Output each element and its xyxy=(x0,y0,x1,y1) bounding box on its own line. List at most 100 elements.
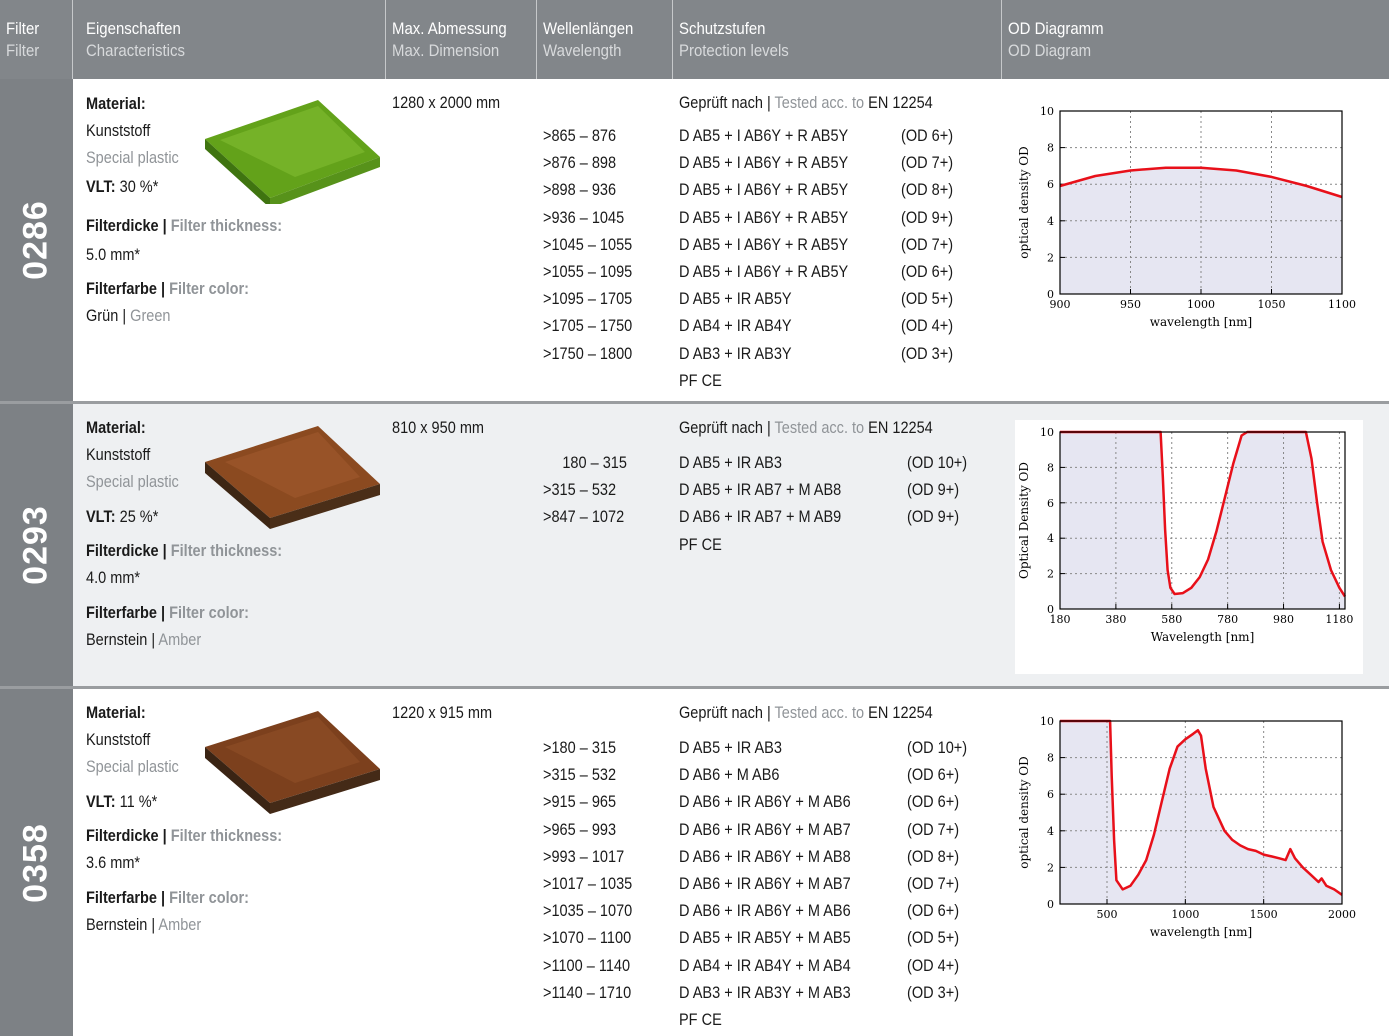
list-item: D AB5 + IR AB3 xyxy=(679,454,782,472)
list-item: (OD 5+) xyxy=(901,290,954,309)
color-label: Filterfarbe | Filter color: xyxy=(86,889,250,907)
chart-tick-label: 1000 xyxy=(1187,298,1215,311)
tested-line: Geprüft nach | Tested acc. to EN 12254 xyxy=(679,94,933,112)
filter-id-cell: 0286 xyxy=(0,79,73,401)
list-item: D AB5 + I AB6Y + R AB5Y xyxy=(679,181,849,200)
od-chart-svg: 0 2 4 6 8 10 500 1000 1500 2000 wavelength [nm] opt… xyxy=(1017,715,1356,939)
row-divider xyxy=(0,686,1389,689)
header-wavelength-de: Wellenlängen xyxy=(543,19,634,38)
filter-id-cell: 0358 xyxy=(0,689,73,1036)
vlt-line: VLT: 25 %* xyxy=(86,508,159,526)
list-item: D AB5 + I AB6Y + R AB5Y xyxy=(679,235,849,254)
protection-list: D AB5 + IR AB3 D AB5 + IR AB7 + M AB8 D … xyxy=(679,450,841,559)
header-protection-en: Protection levels xyxy=(679,41,789,60)
chart-tick-label: 2 xyxy=(1047,861,1054,874)
chart-tick-label: 2 xyxy=(1047,251,1054,264)
header-dimension-en: Max. Dimension xyxy=(392,41,500,60)
list-item: D AB3 + IR AB3Y + M AB3 xyxy=(679,983,851,1002)
chart-tick-label: 10 xyxy=(1040,426,1054,439)
list-item: (OD 4+) xyxy=(907,956,960,975)
certification: PF CE xyxy=(679,1010,722,1029)
od-chart-0358: 0 2 4 6 8 10 500 1000 1500 2000 wavelength [nm] opt… xyxy=(1015,709,1360,969)
thickness-label: Filterdicke | Filter thickness: xyxy=(86,827,283,845)
chart-ylabel: optical density OD xyxy=(1017,146,1031,258)
thickness-value: 4.0 mm* xyxy=(86,569,141,587)
list-item: >1095 – 1705 xyxy=(543,290,633,309)
list-item: D AB6 + IR AB7 + M AB9 xyxy=(679,508,842,527)
chart-tick-label: 380 xyxy=(1105,613,1126,626)
chart-tick-label: 8 xyxy=(1047,461,1054,474)
list-item: D AB6 + IR AB6Y + M AB6 xyxy=(679,902,851,921)
list-item: >315 – 532 xyxy=(543,481,617,500)
chart-tick-label: 580 xyxy=(1161,613,1182,626)
list-item: D AB6 + M AB6 xyxy=(679,766,780,785)
chart-tick-label: 10 xyxy=(1040,105,1054,118)
list-item: >1045 – 1055 xyxy=(543,235,633,254)
od-list: (OD 10+) (OD 9+) (OD 9+) xyxy=(907,450,967,532)
list-item: (OD 3+) xyxy=(907,983,960,1002)
color-value: Bernstein | Amber xyxy=(86,916,202,934)
od-list: (OD 10+) (OD 6+) (OD 6+) (OD 7+) (OD 8+)… xyxy=(907,735,967,1007)
chart-tick-label: 2000 xyxy=(1328,908,1356,921)
filter-id-cell: 0293 xyxy=(0,404,73,686)
od-chart-svg: 0 2 4 6 8 10 900 950 1000 1050 1100 wavelength [nm]… xyxy=(1017,105,1356,329)
dimension-value: 810 x 950 mm xyxy=(392,419,485,437)
color-label: Filterfarbe | Filter color: xyxy=(86,604,250,622)
color-label: Filterfarbe | Filter color: xyxy=(86,280,250,298)
list-item: >1035 – 1070 xyxy=(543,902,633,921)
header-characteristics-en: Characteristics xyxy=(86,41,185,60)
list-item: >993 – 1017 xyxy=(543,847,625,866)
list-item: (OD 9+) xyxy=(907,508,960,527)
chart-frame xyxy=(1059,431,1346,610)
chart-tick-label: 8 xyxy=(1047,142,1054,155)
header-characteristics: Eigenschaften Characteristics xyxy=(73,0,386,79)
list-item: (OD 9+) xyxy=(907,481,960,500)
list-item: (OD 6+) xyxy=(907,902,960,921)
list-item: (OD 6+) xyxy=(901,262,954,281)
list-item: D AB4 + IR AB4Y + M AB4 xyxy=(679,956,851,975)
material-value-en: Special plastic xyxy=(86,473,179,491)
material-label: Material: xyxy=(86,419,146,437)
chart-tick-label: 6 xyxy=(1047,178,1054,191)
chart-series-line xyxy=(1060,430,1347,598)
chart-area-fill xyxy=(1060,432,1345,609)
color-value: Bernstein | Amber xyxy=(86,631,202,649)
list-item: (OD 7+) xyxy=(907,820,960,839)
list-item: D AB4 + IR AB4Y xyxy=(679,317,792,336)
chart-series-line xyxy=(1060,719,1343,896)
certification: PF CE xyxy=(679,371,722,390)
filter-swatch-image xyxy=(205,711,380,814)
list-item: >1017 – 1035 xyxy=(543,874,633,893)
chart-xlabel: wavelength [nm] xyxy=(1150,315,1253,329)
chart-xlabel: Wavelength [nm] xyxy=(1151,630,1255,644)
material-value-de: Kunststoff xyxy=(86,731,151,749)
list-item: (OD 10+) xyxy=(907,454,968,472)
chart-tick-label: 0 xyxy=(1047,898,1054,911)
wavelength-list: 180 – 315 >315 – 532 >847 – 1072 xyxy=(543,450,627,532)
chart-area-fill xyxy=(1060,721,1342,904)
chart-tick-label: 0 xyxy=(1047,288,1054,301)
filter-id: 0293 xyxy=(16,505,55,585)
header-filter: Filter Filter xyxy=(0,0,73,79)
tested-line: Geprüft nach | Tested acc. to EN 12254 xyxy=(679,419,933,437)
filter-swatch-image xyxy=(205,426,380,529)
chart-tick-label: 6 xyxy=(1047,788,1054,801)
list-item: (OD 7+) xyxy=(901,235,954,254)
chart-tick-label: 4 xyxy=(1047,825,1054,838)
header-protection: Schutzstufen Protection levels xyxy=(673,0,1002,79)
list-item: (OD 6+) xyxy=(901,127,954,145)
chart-tick-label: 2 xyxy=(1047,568,1054,581)
list-item: D AB5 + IR AB5Y xyxy=(679,290,792,309)
dimension-value: 1280 x 2000 mm xyxy=(392,94,501,112)
list-item: >315 – 532 xyxy=(543,766,617,785)
list-item: (OD 6+) xyxy=(907,766,960,785)
list-item: >915 – 965 xyxy=(543,793,617,812)
filter-id: 0286 xyxy=(16,200,55,280)
chart-tick-label: 4 xyxy=(1047,532,1054,545)
list-item: >1055 – 1095 xyxy=(543,262,633,281)
od-chart-svg: 0 2 4 6 8 10 180 380 580 780 980 1180 Wavelength [nm… xyxy=(1017,426,1353,644)
vlt-line: VLT: 11 %* xyxy=(86,793,158,811)
header-od-de: OD Diagramm xyxy=(1008,19,1104,38)
chart-tick-label: 4 xyxy=(1047,215,1054,228)
filter-id: 0358 xyxy=(16,822,55,903)
